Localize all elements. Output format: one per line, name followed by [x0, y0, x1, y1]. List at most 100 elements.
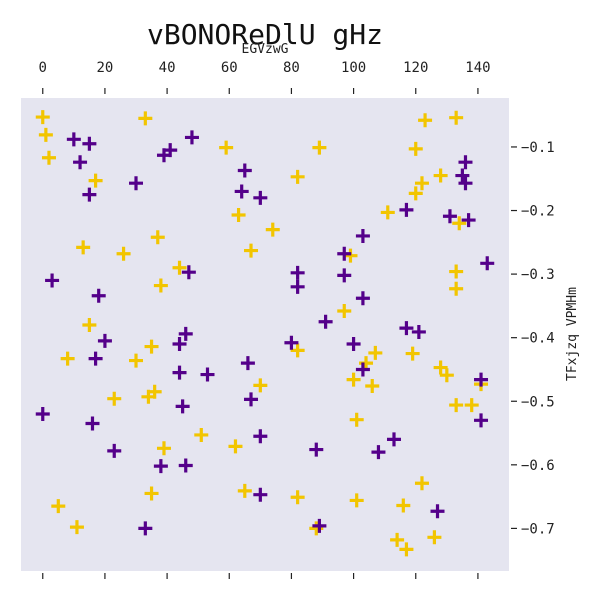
data-point-series-1	[88, 173, 103, 188]
data-point-series-2	[237, 163, 252, 178]
data-point-series-2	[200, 367, 215, 382]
data-point-series-1	[38, 127, 53, 142]
data-point-series-2	[244, 392, 259, 407]
data-point-series-1	[337, 303, 352, 318]
data-point-series-2	[240, 356, 255, 371]
data-point-series-1	[405, 346, 420, 361]
data-point-series-1	[138, 111, 153, 126]
data-point-series-1	[427, 530, 442, 545]
data-point-series-2	[129, 176, 144, 191]
data-point-series-1	[449, 398, 464, 413]
data-point-series-1	[449, 264, 464, 279]
data-point-series-2	[386, 432, 401, 447]
chart-title: vBONOReDlU gHz	[147, 18, 383, 51]
data-point-series-1	[414, 476, 429, 491]
plot-area	[21, 98, 509, 571]
data-point-series-1	[172, 260, 187, 275]
x-tick-label: 140	[465, 60, 490, 76]
data-point-series-2	[184, 130, 199, 145]
data-point-series-1	[380, 205, 395, 220]
data-point-series-2	[73, 155, 88, 170]
y-tick-label: −0.6	[521, 458, 555, 474]
data-point-series-2	[474, 413, 489, 428]
data-point-series-2	[253, 487, 268, 502]
data-point-series-2	[35, 406, 50, 421]
data-point-series-2	[253, 190, 268, 205]
y-tick-label: −0.2	[521, 204, 555, 220]
data-point-series-2	[284, 335, 299, 350]
data-point-series-1	[76, 240, 91, 255]
x-tick-label: 0	[39, 60, 47, 76]
data-point-series-1	[69, 520, 84, 535]
data-point-series-2	[253, 429, 268, 444]
data-point-series-1	[194, 427, 209, 442]
data-point-series-1	[82, 317, 97, 332]
data-point-series-1	[408, 186, 423, 201]
data-point-series-2	[455, 168, 470, 183]
data-point-series-1	[433, 360, 448, 375]
data-point-series-1	[144, 486, 159, 501]
data-point-series-1	[396, 498, 411, 513]
data-point-series-2	[66, 132, 81, 147]
data-point-series-1	[231, 207, 246, 222]
y-tick-label: −0.3	[521, 267, 555, 283]
data-point-series-2	[318, 314, 333, 329]
data-point-series-2	[153, 459, 168, 474]
data-point-series-2	[399, 202, 414, 217]
data-point-series-2	[346, 337, 361, 352]
data-point-series-2	[181, 265, 196, 280]
data-point-series-1	[35, 110, 50, 125]
data-point-series-2	[175, 399, 190, 414]
data-point-series-2	[430, 504, 445, 519]
data-point-series-1	[219, 140, 234, 155]
data-point-series-1	[51, 499, 66, 514]
data-point-series-2	[107, 443, 122, 458]
data-point-series-1	[60, 351, 75, 366]
x-tick-label: 120	[403, 60, 428, 76]
x-tick-label: 100	[341, 60, 366, 76]
x-axis-ticks: 0 20 40 60 80 100 120 140	[39, 60, 491, 579]
data-point-series-1	[312, 140, 327, 155]
data-point-series-2	[355, 362, 370, 377]
data-point-series-1	[365, 378, 380, 393]
data-point-series-1	[408, 141, 423, 156]
data-point-series-2	[85, 416, 100, 431]
data-point-series-2	[234, 184, 249, 199]
data-point-series-2	[45, 273, 60, 288]
data-point-series-2	[88, 351, 103, 366]
data-point-series-2	[411, 324, 426, 339]
data-point-series-2	[442, 209, 457, 224]
data-point-series-2	[172, 337, 187, 352]
data-point-series-1	[439, 368, 454, 383]
data-point-series-2	[82, 136, 97, 151]
data-point-series-1	[153, 278, 168, 293]
data-point-series-2	[474, 372, 489, 387]
data-point-series-1	[228, 439, 243, 454]
y-tick-label: −0.5	[521, 394, 555, 410]
data-point-series-1	[349, 412, 364, 427]
data-point-series-2	[461, 213, 476, 228]
y-axis-label: TFxjzq VPMHm	[565, 287, 580, 381]
data-point-series-2	[480, 256, 495, 271]
data-point-series-2	[178, 458, 193, 473]
data-point-series-1	[399, 542, 414, 557]
data-point-series-1	[368, 345, 383, 360]
data-point-series-1	[290, 343, 305, 358]
data-point-series-1	[129, 353, 144, 368]
data-point-series-2	[290, 279, 305, 294]
y-tick-label: −0.1	[521, 140, 555, 156]
data-point-series-1	[449, 281, 464, 296]
data-point-series-1	[265, 222, 280, 237]
y-tick-label: −0.4	[521, 331, 555, 347]
data-point-series-1	[452, 216, 467, 231]
data-point-series-2	[371, 445, 386, 460]
data-point-series-1	[414, 176, 429, 191]
data-point-series-1	[116, 246, 131, 261]
data-point-series-2	[355, 291, 370, 306]
data-point-series-2	[97, 333, 112, 348]
data-point-series-2	[178, 326, 193, 341]
data-point-series-2	[458, 176, 473, 191]
data-point-series-1	[147, 384, 162, 399]
data-point-series-1	[41, 150, 56, 165]
data-point-series-2	[355, 228, 370, 243]
